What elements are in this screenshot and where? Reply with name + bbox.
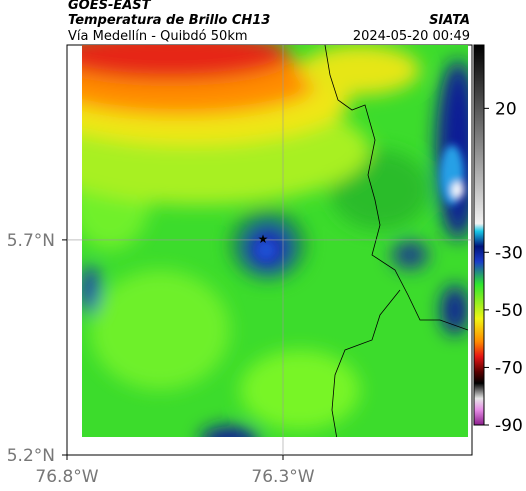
route: Vía Medellín - Quibdó 50km (68, 29, 248, 44)
colorbar (473, 44, 485, 426)
colorbar-tick-label: -90 (495, 416, 523, 436)
gridlines (67, 45, 472, 455)
colorbar-tick-label: -30 (495, 243, 523, 263)
colorbar-tick-label: -50 (495, 301, 523, 321)
city-marker: ★ (258, 232, 269, 246)
y-tick-label: 5.7°N (7, 231, 55, 251)
source: SIATA (429, 13, 470, 28)
colorbar-tick-label: -70 (495, 358, 523, 378)
brightness-imagery (82, 45, 468, 437)
y-tick-label: 5.2°N (7, 446, 55, 466)
title: GOES-EAST (68, 0, 152, 13)
subtitle: Temperatura de Brillo CH13 (68, 13, 270, 28)
x-tick-label: 76.8°W (35, 467, 98, 487)
x-tick-label: 76.3°W (251, 467, 314, 487)
colorbar-tick-label: 20 (495, 99, 517, 119)
timestamp: 2024-05-20 00:49 (353, 29, 470, 44)
